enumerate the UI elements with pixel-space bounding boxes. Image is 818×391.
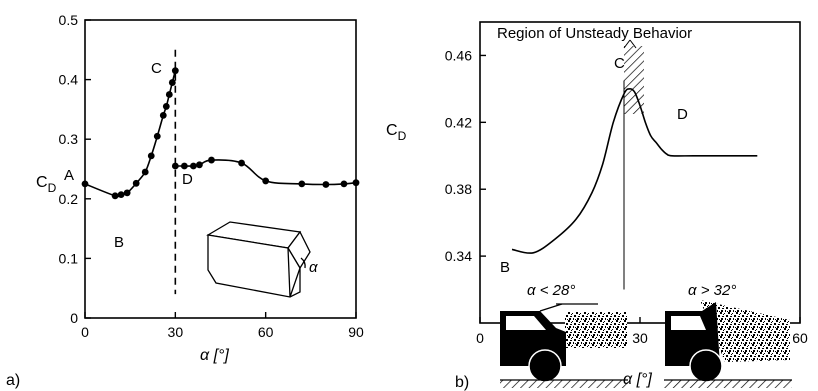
- chart-a-points: [81, 67, 360, 200]
- chart-a-label-c: C: [151, 60, 162, 77]
- chart-b-y-tick-label: 0.38: [445, 181, 472, 197]
- chart-a-data-point: [123, 189, 131, 197]
- chart-a-x-tick-label: 60: [258, 324, 274, 340]
- chart-a-x-axis-label: α [°]: [200, 347, 229, 364]
- chart-a-y-tick-label: 0.1: [59, 250, 79, 266]
- wake-separated: [700, 300, 790, 362]
- chart-a-label-a: A: [64, 167, 74, 184]
- chart-b-label-d: D: [677, 106, 688, 123]
- chart-a-data-point: [196, 161, 203, 169]
- chart-a-data-point: [162, 103, 170, 110]
- chart-b-panel-label: b): [455, 374, 469, 391]
- chart-a-data-point: [352, 179, 360, 187]
- chart-a-data-point: [180, 162, 188, 170]
- chart-b-y-axis-label: CD: [386, 122, 407, 143]
- chart-b-y-tick-label: 0.42: [445, 114, 472, 130]
- chart-a-panel-label: a): [6, 372, 20, 389]
- chart-b-x-tick-label: 30: [632, 330, 648, 346]
- chart-b-curve: [511, 88, 758, 254]
- chart-a-x-tick-label: 0: [81, 324, 89, 340]
- chart-a-y-tick-label: 0.4: [59, 72, 79, 88]
- wake-attached: [565, 312, 627, 348]
- unsteady-hatch-top-right: [629, 39, 637, 49]
- chart-a-data-point: [262, 177, 270, 185]
- chart-a-data-point: [165, 91, 173, 98]
- chart-b-y-tick-label: 0.34: [445, 248, 472, 264]
- chart-a-y-axis-label: CD: [36, 174, 57, 195]
- chart-a-label-d: D: [182, 171, 193, 188]
- car-angle-label: α: [309, 259, 318, 276]
- chart-a-data-point: [208, 156, 215, 164]
- chart-b-label-b: B: [500, 259, 510, 276]
- chart-b-x-axis-label: α [°]: [623, 371, 652, 388]
- chart-b: 0102030405060 0.340.380.420.46 CD α [°] …: [386, 21, 808, 391]
- chart-a-y-tick-label: 0: [70, 310, 78, 326]
- chart-a-ticks: [84, 19, 357, 319]
- chart-a-label-b: B: [114, 234, 124, 251]
- chart-a-data-point: [132, 179, 140, 187]
- chart-a-data-point: [168, 79, 176, 86]
- chart-a-y-tick-labels: 0 0.1 0.2 0.3 0.4 0.5: [59, 12, 79, 326]
- unsteady-region-hatch: [624, 46, 644, 114]
- chart-a-data-point: [159, 111, 167, 119]
- chart-a-y-tick-label: 0.5: [59, 12, 79, 28]
- vehicle-separated-flow: [664, 300, 792, 388]
- chart-a-data-point: [171, 67, 179, 75]
- chart-b-label-alpha-gt: α > 32°: [688, 282, 736, 299]
- unsteady-hatch-top-left: [623, 39, 631, 49]
- chart-a-data-point: [238, 159, 245, 167]
- chart-a-data-point: [153, 132, 161, 140]
- chart-a-data-point: [340, 180, 348, 188]
- chart-a-data-point: [117, 191, 125, 199]
- chart-a-data-point: [81, 180, 89, 188]
- chart-a: 0 30 60 90 00.10.20.30.40.5 CD α [°] a) A B…: [6, 12, 364, 389]
- chart-b-title: Region of Unsteady Behavior: [497, 25, 692, 42]
- chart-b-y-tick-labels: 0.34 0.38 0.42 0.46: [445, 47, 472, 264]
- chart-a-y-tick-label: 0.2: [59, 191, 79, 207]
- chart-b-x-tick-label: 0: [476, 330, 484, 346]
- chart-a-data-point: [171, 162, 179, 170]
- chart-a-data-point: [111, 192, 119, 200]
- chart-a-x-tick-label: 90: [348, 324, 364, 340]
- chart-a-frame: [84, 19, 357, 319]
- chart-a-x-tick-labels: 0 30 60 90: [81, 324, 364, 340]
- chart-a-curve-attached: [84, 70, 177, 198]
- chart-b-x-tick-label: 60: [792, 330, 808, 346]
- chart-a-data-point: [298, 180, 306, 188]
- chart-b-label-c: C: [614, 55, 625, 72]
- chart-a-data-point: [322, 181, 330, 188]
- chart-b-label-alpha-lt: α < 28°: [527, 282, 575, 299]
- chart-a-y-tick-label: 0.3: [59, 131, 79, 147]
- chart-b-y-tick-label: 0.46: [445, 47, 472, 63]
- chart-a-data-point: [147, 152, 155, 160]
- chart-a-data-point: [190, 162, 197, 170]
- vehicle-attached-flow: [500, 303, 628, 388]
- car-body-sketch: [206, 221, 311, 298]
- chart-a-data-point: [141, 168, 149, 176]
- chart-a-x-tick-label: 30: [168, 324, 184, 340]
